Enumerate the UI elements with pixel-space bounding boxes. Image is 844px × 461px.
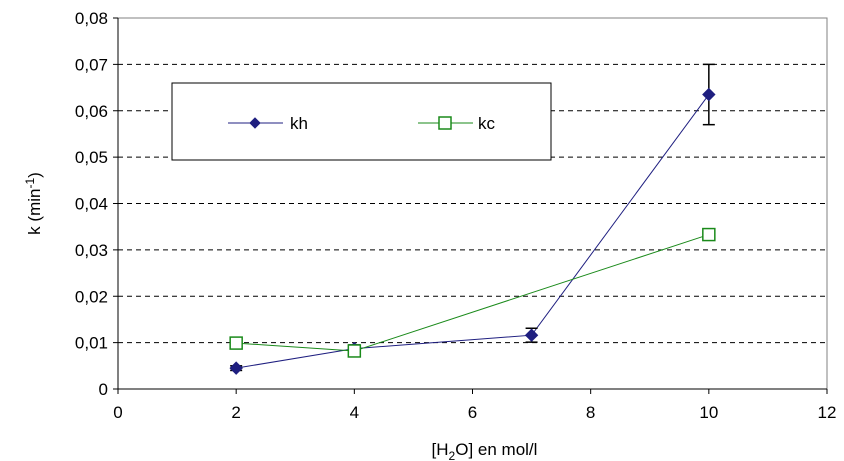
y-tick-label: 0,02	[75, 287, 108, 306]
x-axis-title: [H2O] en mol/l	[432, 440, 538, 461]
axes: 0 0,01 0,02 0,03 0,04 0,05 0,06 0,07 0,08 0 2 4 6 8 10…	[75, 9, 837, 422]
data-point-kc	[229, 336, 243, 350]
y-tick-label: 0,04	[75, 195, 108, 214]
data-point-kc	[347, 344, 362, 358]
x-tick-label: 4	[350, 403, 359, 422]
y-tick-label: 0,08	[75, 9, 108, 28]
data-point-kc	[702, 227, 716, 242]
legend-label: kh	[290, 114, 308, 133]
series-line-kh	[236, 94, 710, 369]
legend-item-kh: kh	[228, 114, 308, 133]
series-kc	[229, 227, 716, 358]
y-tick-label: 0,06	[75, 102, 108, 121]
legend: kh kc	[171, 82, 552, 161]
y-tick-label: 0,07	[75, 55, 108, 74]
x-tick-label: 0	[113, 403, 122, 422]
y-tick-label: 0	[99, 380, 108, 399]
series-layer	[229, 63, 716, 375]
series-line-kc	[236, 234, 709, 352]
data-point-kc	[438, 116, 452, 130]
data-point-kh	[249, 117, 261, 129]
x-tick-label: 8	[586, 403, 595, 422]
y-tick-label: 0,01	[75, 334, 108, 353]
legend-item-kc: kc	[418, 114, 496, 133]
data-point-kh	[229, 361, 243, 375]
data-point-kh	[702, 87, 716, 102]
y-axis-title: k (min-1)	[23, 172, 44, 235]
x-tick-label: 10	[699, 403, 718, 422]
x-tick-label: 12	[818, 403, 837, 422]
legend-box	[171, 82, 552, 161]
y-tick-label: 0,05	[75, 148, 108, 167]
data-point-kh	[524, 328, 539, 342]
x-tick-label: 2	[231, 403, 240, 422]
legend-label: kc	[478, 114, 496, 133]
y-tick-label: 0,03	[75, 241, 108, 260]
x-tick-label: 6	[468, 403, 477, 422]
